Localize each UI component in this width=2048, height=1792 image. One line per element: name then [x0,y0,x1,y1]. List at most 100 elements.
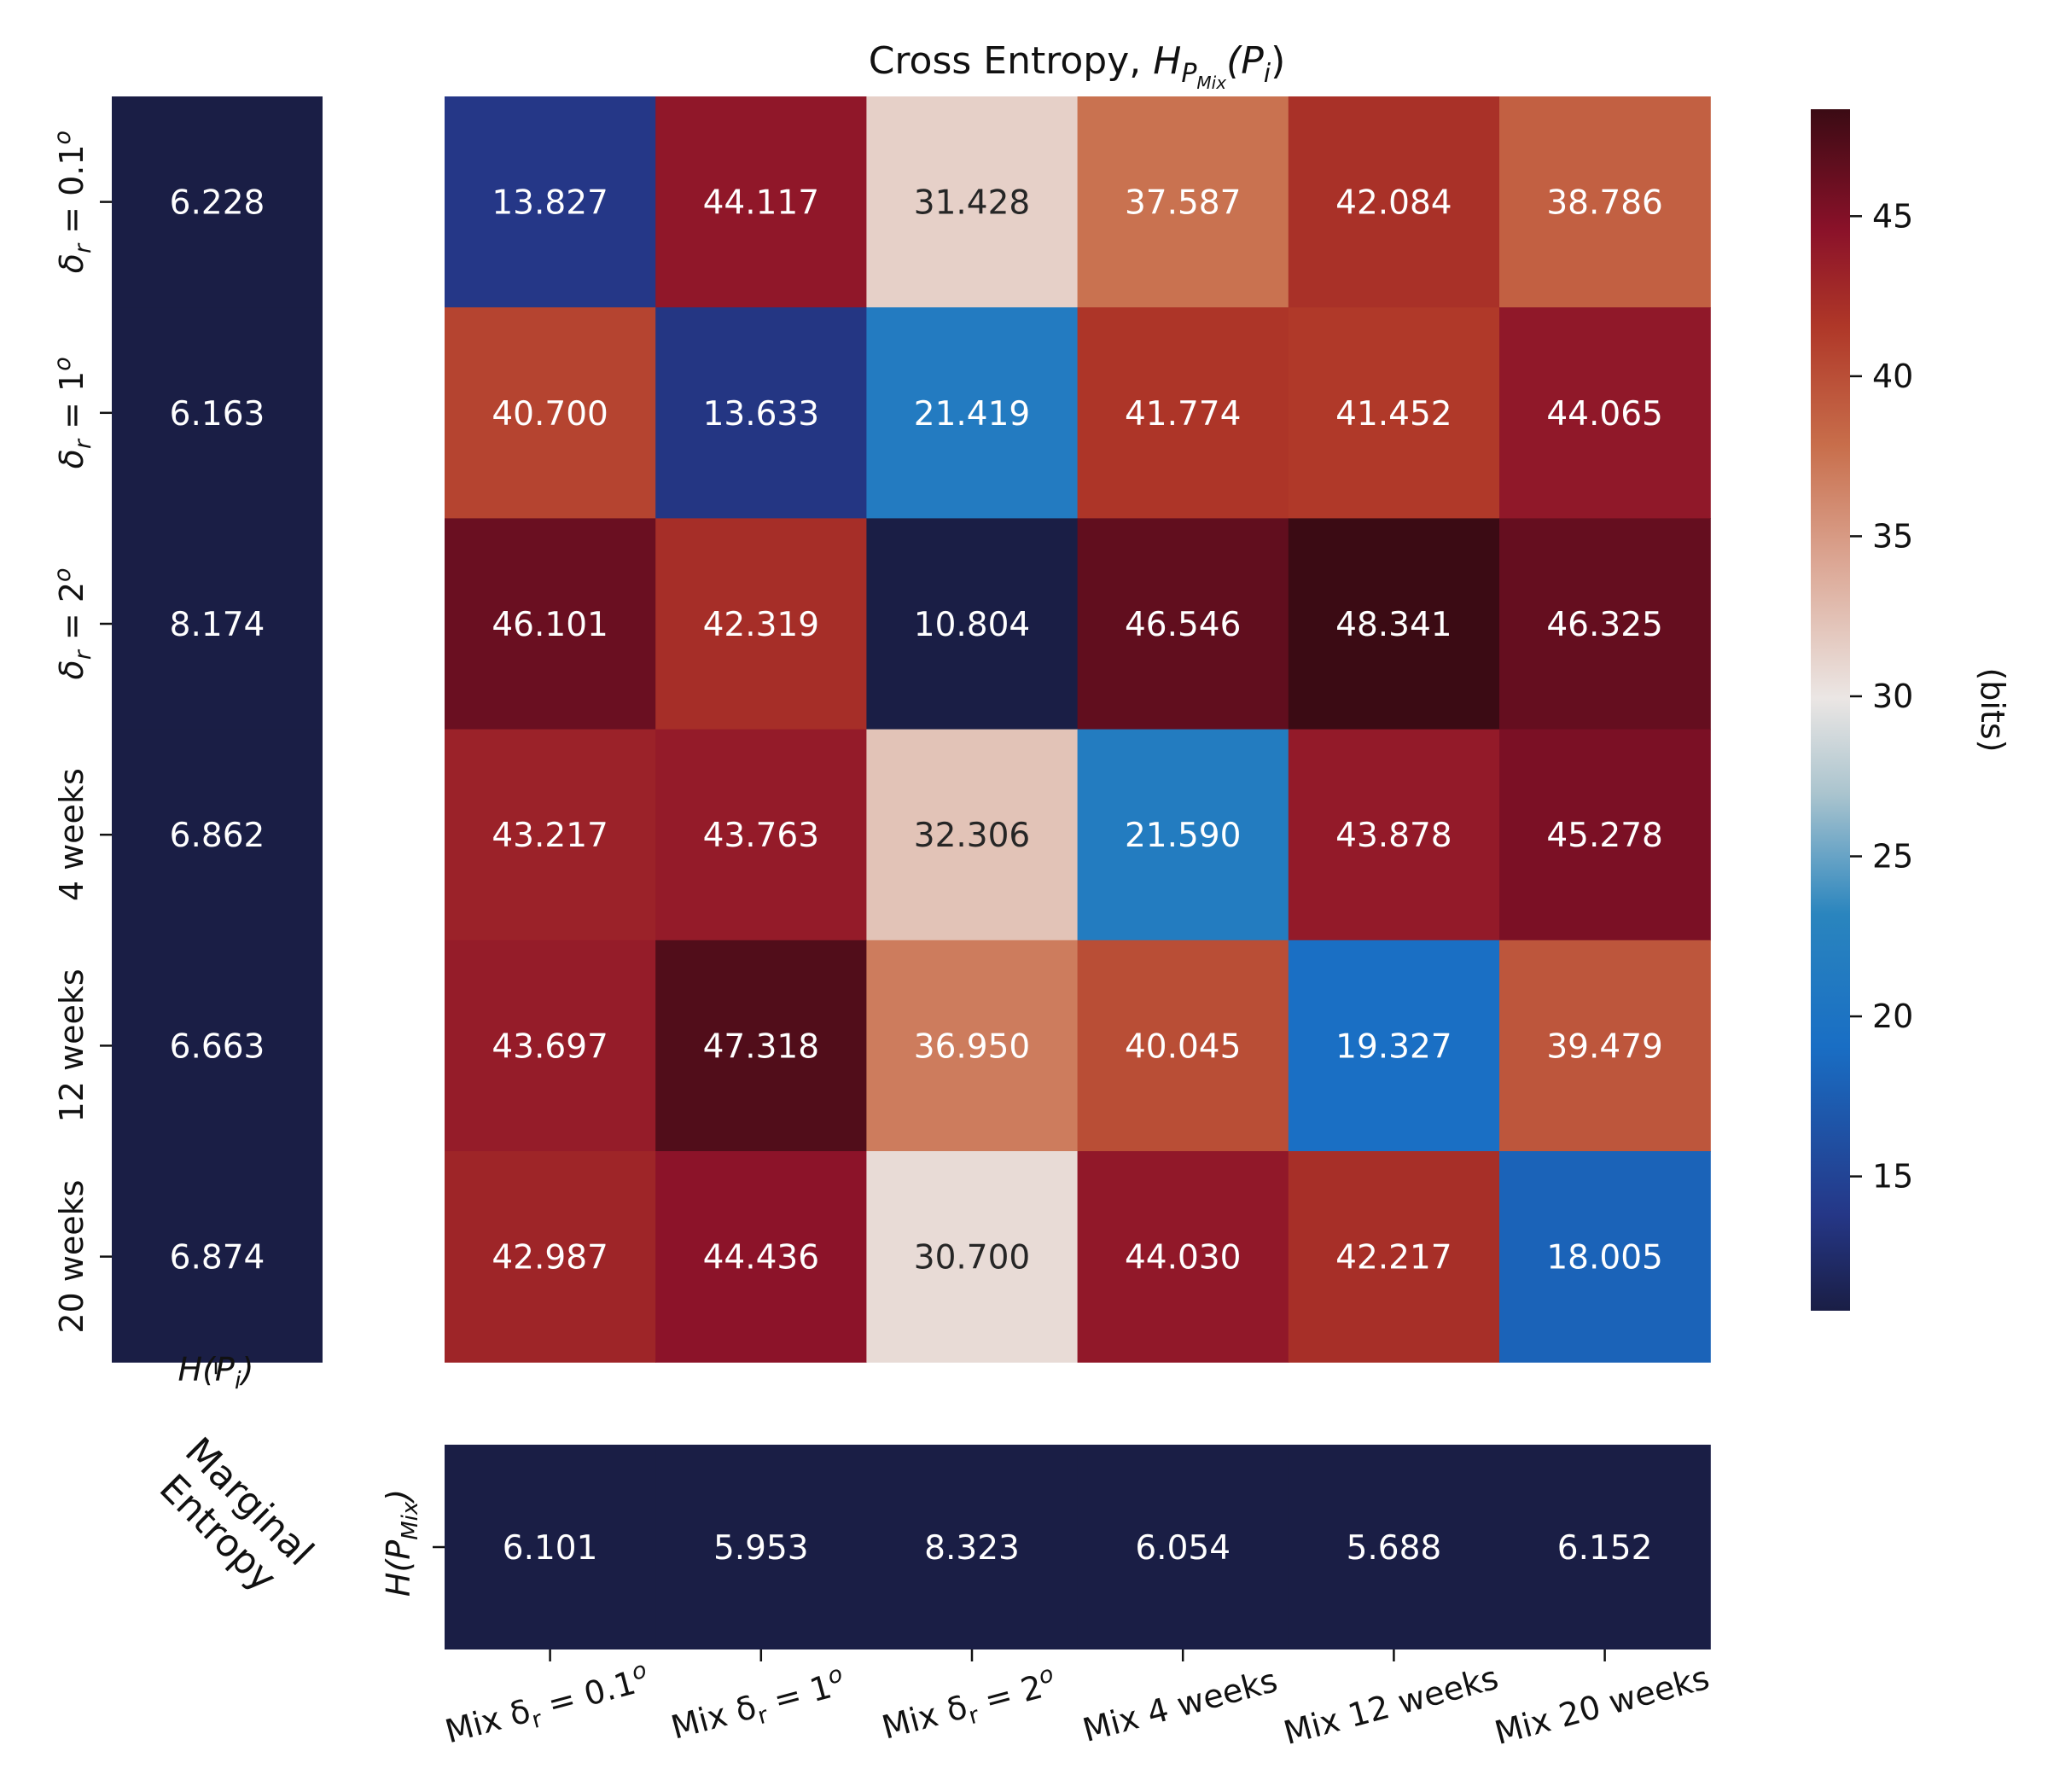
column-tick-label: Mix δr = 2o [877,1661,1062,1752]
heatmap-cell [1499,940,1711,1152]
heatmap-cell [445,96,656,308]
heatmap-cell [1499,518,1711,730]
heatmap-cell-label: 10.804 [914,606,1030,644]
heatmap-cell [866,96,1079,308]
heatmap-cell [445,307,656,519]
entropy-cell-label: 6.663 [170,1027,265,1066]
entropy-cell [112,518,323,730]
heatmap-cell [655,729,867,941]
mix-entropy-cell-label: 8.323 [924,1529,1020,1568]
heatmap-cell-label: 43.697 [492,1027,608,1066]
heatmap-cell-label: 43.217 [492,817,608,855]
heatmap-cell-label: 21.419 [914,395,1030,433]
marginal-entropy-label: Marginal Entropy [151,1429,322,1600]
colorbar-tick-label: 15 [1872,1158,1913,1196]
entropy-cell-label: 6.228 [170,184,265,223]
mix-entropy-cell-label: 6.152 [1557,1529,1653,1568]
column-tick-label: Mix 20 weeks [1491,1659,1713,1752]
mix-entropy-cell [655,1445,867,1649]
heatmap-cell-label: 44.065 [1546,395,1662,433]
entropy-cell [112,729,323,941]
heatmap-cell-label: 19.327 [1335,1027,1452,1066]
colorbar-tick-label: 35 [1872,517,1913,555]
mix-entropy-cell [445,1445,656,1649]
heatmap-cell [1288,940,1500,1152]
column-tick-label: Mix 4 weeks [1079,1661,1281,1749]
heatmap-cell-label: 41.774 [1125,395,1241,433]
row-tick-label: δr = 0.1o [49,131,96,273]
mix-entropy-cell-label: 6.054 [1135,1529,1231,1568]
heatmap-cell-label: 46.101 [492,606,608,644]
entropy-cell-label: 6.862 [170,817,265,855]
heatmap-cell-label: 46.325 [1546,606,1662,644]
heatmap-cell [1288,1151,1500,1363]
heatmap-cell-label: 47.318 [703,1027,819,1066]
colorbar: 15 20 25 30 35 40 45 (bits) [1811,109,2011,1311]
row-tick-labels: δr = 0.1o δr = 1o δr = 2o 4 weeks 12 weeks 20… [49,131,112,1334]
heatmap-cell-label: 37.587 [1125,184,1241,223]
heatmap-cell-label: 48.341 [1335,606,1452,644]
entropy-column-xlabel: H(Pi) [178,1351,254,1394]
heatmap-cell-label: 41.452 [1335,395,1452,433]
heatmap-cell [655,96,867,308]
marginal-entropy-column: 6.228 6.163 8.174 6.862 6.663 6.874 [112,96,323,1375]
mix-entropy-cell-label: 5.953 [713,1529,809,1568]
column-tick-label: Mix δr = 1o [666,1661,851,1752]
entropy-cell [112,940,323,1152]
mix-entropy-cell [1499,1445,1711,1649]
heatmap-cell-label: 44.436 [703,1239,819,1277]
row-tick-label: 20 weeks [53,1180,90,1334]
colorbar-tick-label: 30 [1872,678,1913,715]
heatmap-cell-label: 44.117 [703,184,819,223]
heatmap-cell-label: 21.590 [1125,817,1241,855]
heatmap-cell-label: 42.319 [703,606,819,644]
heatmap-cell-label: 42.084 [1335,184,1452,223]
chart-title: Cross Entropy, HPMix(Pi) [869,39,1286,93]
heatmap-cell-label: 45.278 [1546,817,1662,855]
heatmap-cell-label: 46.546 [1125,606,1241,644]
heatmap-cell-label: 13.827 [492,184,608,223]
heatmap-cell [866,940,1079,1152]
heatmap-cell [445,1151,656,1363]
mix-entropy-row: 6.101 5.953 8.323 6.054 5.688 6.152 [433,1445,1711,1649]
row-tick-label: δr = 2o [49,567,96,679]
heatmap-cell [1499,307,1711,519]
colorbar-tick-label: 25 [1872,838,1913,876]
heatmap-cell [866,1151,1079,1363]
heatmap-cell-label: 43.763 [703,817,819,855]
heatmap-cell [1288,518,1500,730]
entropy-cell-label: 6.163 [170,395,265,433]
heatmap-cell-label: 32.306 [914,817,1030,855]
heatmap-cell [655,1151,867,1363]
heatmap-cell-label: 40.045 [1125,1027,1241,1066]
heatmap-cell-label: 38.786 [1546,184,1662,223]
mix-entropy-cell [1288,1445,1500,1649]
heatmap-cell [866,729,1079,941]
heatmap-cell [1077,940,1289,1152]
heatmap-cell [1077,1151,1289,1363]
heatmap-cell-label: 36.950 [914,1027,1030,1066]
mix-entropy-cell [1077,1445,1289,1649]
heatmap-cell [866,307,1079,519]
heatmap-cell [1499,96,1711,308]
column-tick-label: Mix 12 weeks [1280,1659,1503,1752]
heatmap-cell-label: 42.217 [1335,1239,1452,1277]
heatmap-cell-label: 39.479 [1546,1027,1662,1066]
heatmap-cell [445,729,656,941]
colorbar-tick-label: 20 [1872,998,1913,1035]
colorbar-label: (bits) [1974,667,2011,752]
heatmap-cell-label: 44.030 [1125,1239,1241,1277]
heatmap-cell [655,940,867,1152]
mix-row-ylabel: H(PMix) [380,1489,423,1597]
heatmap-cell [1077,307,1289,519]
colorbar-tick-label: 45 [1872,197,1913,235]
entropy-cell-label: 6.874 [170,1239,265,1277]
heatmap-cell [1288,729,1500,941]
heatmap-cell-label: 18.005 [1546,1239,1662,1277]
heatmap-cell-label: 13.633 [703,395,819,433]
heatmap-cell [655,307,867,519]
heatmap-cell [445,518,656,730]
row-tick-label: 12 weeks [53,969,90,1122]
